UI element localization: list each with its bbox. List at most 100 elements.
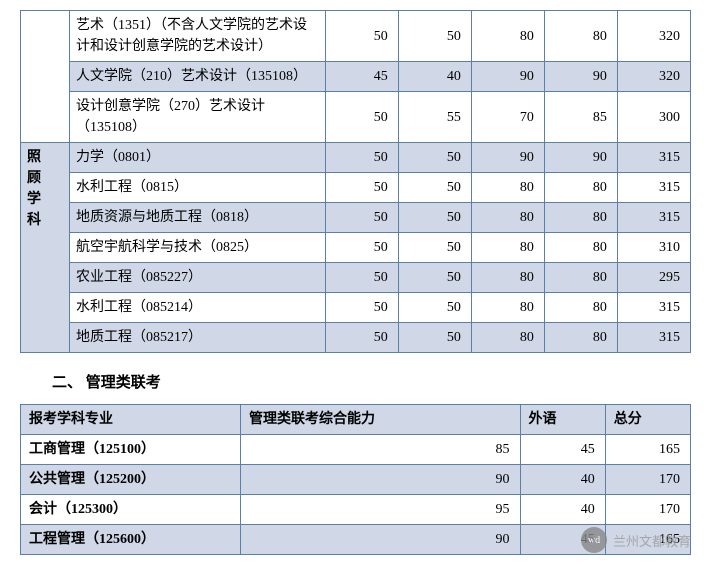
score-cell: 50 [398, 203, 471, 233]
score-cell: 70 [471, 92, 544, 143]
score-cell: 50 [325, 293, 398, 323]
table-row: 航空宇航科学与技术（0825）50508080310 [21, 233, 691, 263]
score-cell: 315 [617, 293, 690, 323]
score-cell: 50 [398, 143, 471, 173]
score-cell: 55 [398, 92, 471, 143]
major-cell: 航空宇航科学与技术（0825） [70, 233, 326, 263]
score-cell: 50 [398, 11, 471, 62]
table-row: 人文学院（210）艺术设计（135108）45409090320 [21, 62, 691, 92]
score-cell: 95 [241, 495, 521, 525]
score-cell: 50 [398, 293, 471, 323]
major-cell: 地质资源与地质工程（0818） [70, 203, 326, 233]
major-cell: 工程管理（125600） [21, 525, 241, 555]
score-cell: 50 [325, 263, 398, 293]
score-cell: 80 [471, 173, 544, 203]
score-cell: 315 [617, 173, 690, 203]
table-row: 工商管理（125100）8545165 [21, 435, 691, 465]
score-cell: 80 [544, 11, 617, 62]
table-row: 会计（125300）9540170 [21, 495, 691, 525]
score-cell: 80 [471, 233, 544, 263]
score-cell: 320 [617, 11, 690, 62]
table-row: 地质资源与地质工程（0818）50508080315 [21, 203, 691, 233]
score-cell: 40 [398, 62, 471, 92]
score-cell: 50 [325, 323, 398, 353]
score-cell: 45 [520, 435, 605, 465]
score-cell: 170 [605, 465, 690, 495]
category-cell: 照顾学科 [21, 143, 70, 353]
score-cell: 50 [325, 203, 398, 233]
column-header: 管理类联考综合能力 [241, 405, 521, 435]
table-row: 公共管理（125200）9040170 [21, 465, 691, 495]
score-cell: 50 [398, 323, 471, 353]
major-cell: 设计创意学院（270）艺术设计（135108） [70, 92, 326, 143]
score-cell: 315 [617, 143, 690, 173]
section-2-title: 二、 管理类联考 [52, 371, 691, 392]
major-cell: 力学（0801） [70, 143, 326, 173]
table-row: 水利工程（0815）50508080315 [21, 173, 691, 203]
score-cell: 80 [544, 293, 617, 323]
major-cell: 公共管理（125200） [21, 465, 241, 495]
score-cell: 40 [520, 495, 605, 525]
score-cell: 50 [325, 143, 398, 173]
major-cell: 农业工程（085227） [70, 263, 326, 293]
score-cell: 50 [398, 173, 471, 203]
score-cell: 90 [241, 525, 521, 555]
score-cell: 50 [398, 233, 471, 263]
score-cell: 90 [544, 143, 617, 173]
major-cell: 艺术（1351）（不含人文学院的艺术设计和设计创意学院的艺术设计） [70, 11, 326, 62]
score-table-2: 报考学科专业管理类联考综合能力外语总分工商管理（125100）8545165公共… [20, 404, 691, 555]
score-cell: 315 [617, 203, 690, 233]
column-header: 外语 [520, 405, 605, 435]
table-row: 艺术（1351）（不含人文学院的艺术设计和设计创意学院的艺术设计）5050808… [21, 11, 691, 62]
table-row: 工程管理（125600）9045165 [21, 525, 691, 555]
category-cell [21, 11, 70, 143]
table-row: 地质工程（085217）50508080315 [21, 323, 691, 353]
column-header: 报考学科专业 [21, 405, 241, 435]
score-cell: 45 [325, 62, 398, 92]
score-cell: 50 [398, 263, 471, 293]
score-cell: 80 [471, 11, 544, 62]
score-cell: 80 [544, 233, 617, 263]
score-cell: 90 [241, 465, 521, 495]
score-cell: 80 [544, 263, 617, 293]
score-cell: 50 [325, 11, 398, 62]
score-cell: 50 [325, 173, 398, 203]
score-cell: 90 [471, 62, 544, 92]
score-cell: 170 [605, 495, 690, 525]
score-cell: 80 [544, 203, 617, 233]
score-cell: 295 [617, 263, 690, 293]
score-cell: 40 [520, 465, 605, 495]
table-row: 水利工程（085214）50508080315 [21, 293, 691, 323]
major-cell: 地质工程（085217） [70, 323, 326, 353]
major-cell: 会计（125300） [21, 495, 241, 525]
column-header: 总分 [605, 405, 690, 435]
score-cell: 320 [617, 62, 690, 92]
major-cell: 水利工程（085214） [70, 293, 326, 323]
score-cell: 165 [605, 525, 690, 555]
table-row: 农业工程（085227）50508080295 [21, 263, 691, 293]
major-cell: 工商管理（125100） [21, 435, 241, 465]
score-cell: 85 [241, 435, 521, 465]
score-cell: 80 [471, 293, 544, 323]
score-cell: 80 [544, 173, 617, 203]
score-cell: 165 [605, 435, 690, 465]
table-header-row: 报考学科专业管理类联考综合能力外语总分 [21, 405, 691, 435]
score-cell: 315 [617, 323, 690, 353]
score-cell: 80 [471, 323, 544, 353]
score-table-1: 艺术（1351）（不含人文学院的艺术设计和设计创意学院的艺术设计）5050808… [20, 10, 691, 353]
major-cell: 人文学院（210）艺术设计（135108） [70, 62, 326, 92]
score-cell: 80 [471, 203, 544, 233]
score-cell: 50 [325, 233, 398, 263]
table-row: 设计创意学院（270）艺术设计（135108）50557085300 [21, 92, 691, 143]
score-cell: 80 [544, 323, 617, 353]
score-cell: 85 [544, 92, 617, 143]
score-cell: 300 [617, 92, 690, 143]
score-cell: 45 [520, 525, 605, 555]
score-cell: 90 [544, 62, 617, 92]
table-row: 照顾学科力学（0801）50509090315 [21, 143, 691, 173]
major-cell: 水利工程（0815） [70, 173, 326, 203]
score-cell: 310 [617, 233, 690, 263]
score-cell: 80 [471, 263, 544, 293]
score-cell: 90 [471, 143, 544, 173]
score-cell: 50 [325, 92, 398, 143]
